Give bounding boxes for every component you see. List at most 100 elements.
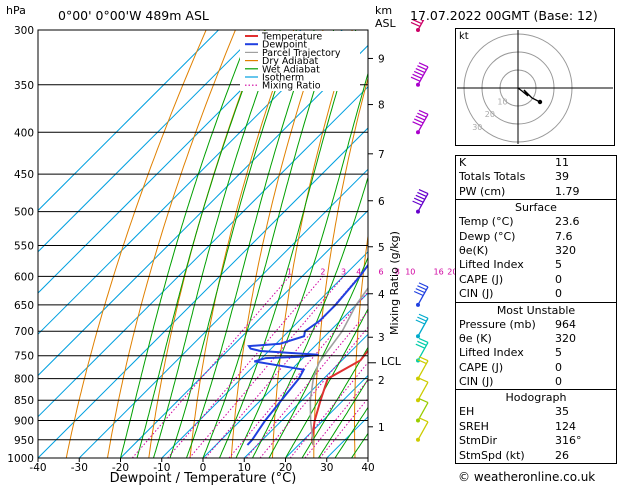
row-value: 0 <box>555 375 562 389</box>
isotherm-line <box>38 127 368 458</box>
mixing-ratio-label: 3 <box>341 267 346 276</box>
mixing-ratio-label: 6 <box>378 267 383 276</box>
row-value: 320 <box>555 331 576 345</box>
wet-adiabat-line <box>301 346 368 458</box>
wet-adiabat-line <box>153 30 281 458</box>
asl-label: ASL <box>375 17 397 30</box>
mixing-ratio-label: 8 <box>395 267 400 276</box>
row-value: 124 <box>555 419 576 433</box>
most-unstable-title: Most Unstable <box>496 303 576 317</box>
isotherm-line <box>38 86 368 418</box>
table-row: Temp (°C) 23.6 <box>456 215 616 229</box>
isotherm-line <box>38 30 302 294</box>
row-label: SREH <box>459 419 489 433</box>
isotherm-line <box>38 30 219 212</box>
pressure-tick-label: 500 <box>14 207 34 219</box>
row-value: 0 <box>555 287 562 301</box>
km-tick-label: 7 <box>378 149 385 161</box>
mixing-ratio-axis-label: Mixing Ratio (g/kg) <box>388 231 401 335</box>
row-value: 5 <box>555 346 562 360</box>
isotherm-line <box>202 292 368 458</box>
x-tick-label: 30 <box>320 462 333 474</box>
row-label: StmDir <box>459 434 498 448</box>
wind-barb <box>410 62 429 87</box>
x-tick-label: -40 <box>29 462 46 474</box>
legend-box <box>240 31 360 91</box>
pressure-tick-label: 700 <box>14 326 34 338</box>
table-row: Lifted Index 5 <box>456 258 616 272</box>
mixing-ratio-line <box>205 276 360 458</box>
pressure-tick-label: 350 <box>14 80 34 92</box>
mixing-ratio-label: 10 <box>405 267 415 276</box>
km-tick-label: 2 <box>378 375 385 387</box>
hodograph-unit-label: kt <box>459 31 469 42</box>
indices-table: K 11 Totals Totals 39 PW (cm) 1.79 Surface Te… <box>455 155 617 465</box>
hodograph-ring-label: 10 <box>497 98 507 107</box>
row-value: 320 <box>555 243 576 257</box>
pressure-tick-label: 600 <box>14 271 34 283</box>
row-label: EH <box>459 405 475 419</box>
table-row: CAPE (J) 0 <box>456 361 616 375</box>
row-label: PW (cm) <box>459 184 506 198</box>
copyright: © weatheronline.co.uk <box>458 470 596 484</box>
hpa-label: hPa <box>6 4 26 17</box>
km-tick-label: 5 <box>378 242 385 254</box>
pressure-tick-label: 750 <box>14 351 34 363</box>
x-tick-label: 40 <box>361 462 374 474</box>
wet-adiabat-line <box>318 378 368 458</box>
wind-barb <box>416 417 429 442</box>
isotherm-line <box>38 30 261 253</box>
km-label: km <box>375 4 392 17</box>
wind-barb-column <box>410 20 429 442</box>
wind-barb <box>415 313 429 339</box>
isotherm-line <box>78 168 368 458</box>
pressure-tick-label: 400 <box>14 127 34 139</box>
pressure-tick-label: 900 <box>14 416 34 428</box>
table-row: Lifted Index 5 <box>456 346 616 360</box>
legend-item: Wet Adiabat <box>262 64 320 75</box>
wind-barb <box>413 282 429 307</box>
mixing-ratio-label: 1 <box>287 267 292 276</box>
location-label: 0°00' 0°00'W 489m ASL <box>58 8 209 23</box>
mixing-ratio-line <box>246 310 368 458</box>
row-label: CIN (J) <box>459 375 494 389</box>
legend-item: Mixing Ratio <box>262 81 321 92</box>
isotherm-line <box>161 251 368 458</box>
row-label: Lifted Index <box>459 346 524 360</box>
dry-adiabat-line <box>148 30 266 458</box>
x-tick-label: 0 <box>200 462 207 474</box>
mixing-ratio-line <box>189 276 344 458</box>
x-tick-label: -20 <box>112 462 129 474</box>
x-tick-label: 20 <box>279 462 292 474</box>
hodograph-storm-motion <box>537 99 543 105</box>
km-tick-label: 1 <box>378 422 385 434</box>
row-value: 964 <box>555 317 576 331</box>
pressure-tick-label: 450 <box>14 169 34 181</box>
table-row: Dewp (°C) 7.6 <box>456 230 616 244</box>
mixing-ratio-label: 2 <box>320 267 325 276</box>
isotherm-line <box>38 30 343 335</box>
mixing-ratio-label: 4 <box>356 267 361 276</box>
mixing-ratio-line <box>167 276 324 458</box>
hodograph-ring-label: 20 <box>485 110 495 119</box>
table-row: StmDir 316° <box>456 434 616 448</box>
row-value: 23.6 <box>555 215 580 229</box>
mixing-ratio-line <box>131 276 290 458</box>
wet-adiabat-line <box>334 406 368 458</box>
legend-item: Isotherm <box>262 73 304 84</box>
x-tick-label: -30 <box>71 462 88 474</box>
row-label: Temp (°C) <box>459 215 514 229</box>
mixing-ratio-line <box>304 379 368 458</box>
isotherm-line <box>38 44 368 377</box>
wet-adiabat-line <box>120 30 252 458</box>
legend-item: Dry Adiabat <box>262 56 319 67</box>
legend-item: Parcel Trajectory <box>262 48 341 59</box>
table-row: PW (cm) 1.79 <box>456 185 616 199</box>
table-row: θe(K) 320 <box>456 244 616 258</box>
table-row: K 11 <box>456 156 616 170</box>
row-label: CAPE (J) <box>459 360 504 374</box>
mixing-ratio-label: 20 <box>447 267 457 276</box>
dewpoint-line <box>246 263 368 446</box>
